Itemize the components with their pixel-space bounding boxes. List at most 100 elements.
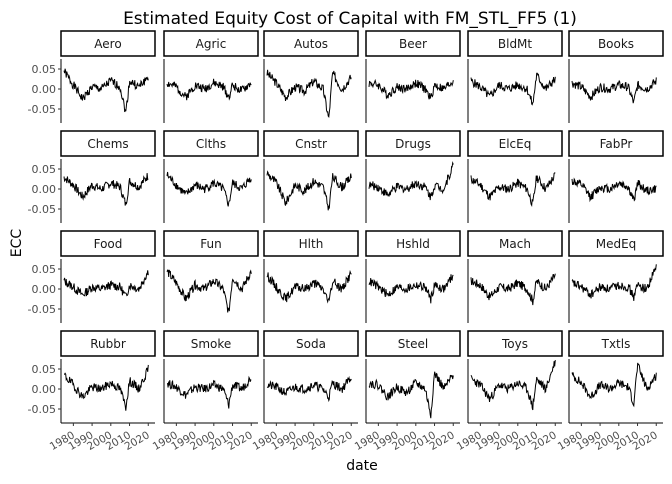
- series-line: [571, 362, 657, 408]
- facet-panel: BldMt: [467, 30, 563, 123]
- facet-strip: [263, 330, 359, 357]
- facet-strip: [365, 330, 461, 357]
- series-line: [470, 360, 556, 411]
- series-line: [266, 375, 352, 403]
- facet-panel: Beer: [365, 30, 461, 123]
- facet-panel: Autos: [263, 30, 359, 123]
- facet-strip-label: Fun: [200, 237, 221, 251]
- series-line: [368, 274, 454, 304]
- facet-strip: [163, 330, 259, 357]
- facet-strip: [467, 330, 563, 357]
- facet-panel: ElcEq: [467, 130, 563, 223]
- series-line: [266, 269, 352, 304]
- y-tick-label: 0.05: [32, 363, 57, 376]
- facet-strip-label: Hshld: [396, 237, 430, 251]
- series-line: [64, 364, 149, 411]
- series-line: [166, 171, 252, 207]
- facet-panel: Agric: [163, 30, 259, 123]
- facet-strip-label: Smoke: [191, 337, 232, 351]
- y-axis-title: ECC: [9, 229, 25, 258]
- series-line: [63, 173, 149, 206]
- facet-strip: [263, 30, 359, 57]
- series-line: [470, 72, 556, 106]
- facet-strip-label: ElcEq: [499, 137, 532, 151]
- facet-strip: [365, 230, 461, 257]
- y-tick-label: -0.05: [28, 303, 56, 316]
- y-tick-label: 0.05: [32, 163, 57, 176]
- facet-strip-label: Beer: [399, 37, 427, 51]
- facet-strip: [568, 130, 664, 157]
- facet-strip-label: Agric: [196, 37, 227, 51]
- facet-strip: [163, 130, 259, 157]
- series-line: [167, 375, 252, 409]
- facet-panel: Hshld: [365, 230, 461, 323]
- y-tick-label: -0.05: [28, 103, 56, 116]
- facet-strip-label: Aero: [94, 37, 121, 51]
- series-line: [63, 68, 149, 113]
- facet-strip-label: Food: [94, 237, 123, 251]
- y-tick-label: -0.05: [28, 203, 56, 216]
- facet-panels: Aero 0.05 0.00 -0.05 Agric Autos Beer BldMt Book…: [28, 30, 664, 453]
- facet-strip-label: Soda: [296, 337, 326, 351]
- series-line: [571, 264, 657, 301]
- facet-strip-label: Chems: [87, 137, 128, 151]
- series-line: [368, 371, 454, 419]
- facet-strip-label: Books: [598, 37, 634, 51]
- y-tick-label: -0.05: [28, 403, 56, 416]
- facet-strip: [263, 130, 359, 157]
- facet-strip: [60, 30, 156, 57]
- y-tick-label: 0.00: [32, 83, 57, 96]
- facet-strip: [467, 130, 563, 157]
- y-tick-label: 0.05: [32, 263, 57, 276]
- facet-strip-label: Steel: [398, 337, 428, 351]
- facet-strip: [60, 230, 156, 257]
- facet-strip-label: Rubbr: [90, 337, 126, 351]
- facet-strip-label: Cnstr: [295, 137, 327, 151]
- series-line: [571, 177, 657, 203]
- facet-strip: [60, 130, 156, 157]
- facet-strip-label: Toys: [501, 337, 528, 351]
- facet-strip: [163, 230, 259, 257]
- facet-panel: Aero 0.05 0.00 -0.05: [28, 30, 156, 123]
- facet-strip: [60, 330, 156, 357]
- y-tick-label: 0.05: [32, 63, 57, 76]
- facet-panel: FabPr: [568, 130, 664, 223]
- series-line: [571, 77, 657, 104]
- facet-strip: [568, 330, 664, 357]
- series-line: [63, 270, 149, 297]
- facet-panel: MedEq: [568, 230, 664, 323]
- series-line: [368, 78, 454, 100]
- series-line: [368, 161, 454, 201]
- facet-strip: [568, 230, 664, 257]
- facet-strip: [263, 230, 359, 257]
- facet-panel: Hlth: [263, 230, 359, 323]
- facet-panel: Books: [568, 30, 664, 123]
- y-tick-label: 0.00: [32, 383, 57, 396]
- facet-strip-label: Mach: [499, 237, 531, 251]
- facet-panel: Mach: [467, 230, 563, 323]
- facet-strip-label: BldMt: [498, 37, 533, 51]
- facet-panel: Drugs: [365, 130, 461, 223]
- series-line: [470, 273, 556, 306]
- series-line: [470, 172, 556, 208]
- facet-strip: [467, 230, 563, 257]
- facet-strip: [365, 130, 461, 157]
- x-axis-title: date: [346, 458, 378, 474]
- facet-panel: Food 0.05 0.00 -0.05: [28, 230, 156, 323]
- facet-panel: Cnstr: [263, 130, 359, 223]
- facet-strip-label: Autos: [294, 37, 328, 51]
- facet-strip-label: FabPr: [600, 137, 633, 151]
- y-tick-label: 0.00: [32, 183, 57, 196]
- facet-panel: Chems 0.05 0.00 -0.05: [28, 130, 156, 223]
- chart-title: Estimated Equity Cost of Capital with FM…: [123, 9, 577, 29]
- series-line: [266, 170, 352, 211]
- facet-strip: [467, 30, 563, 57]
